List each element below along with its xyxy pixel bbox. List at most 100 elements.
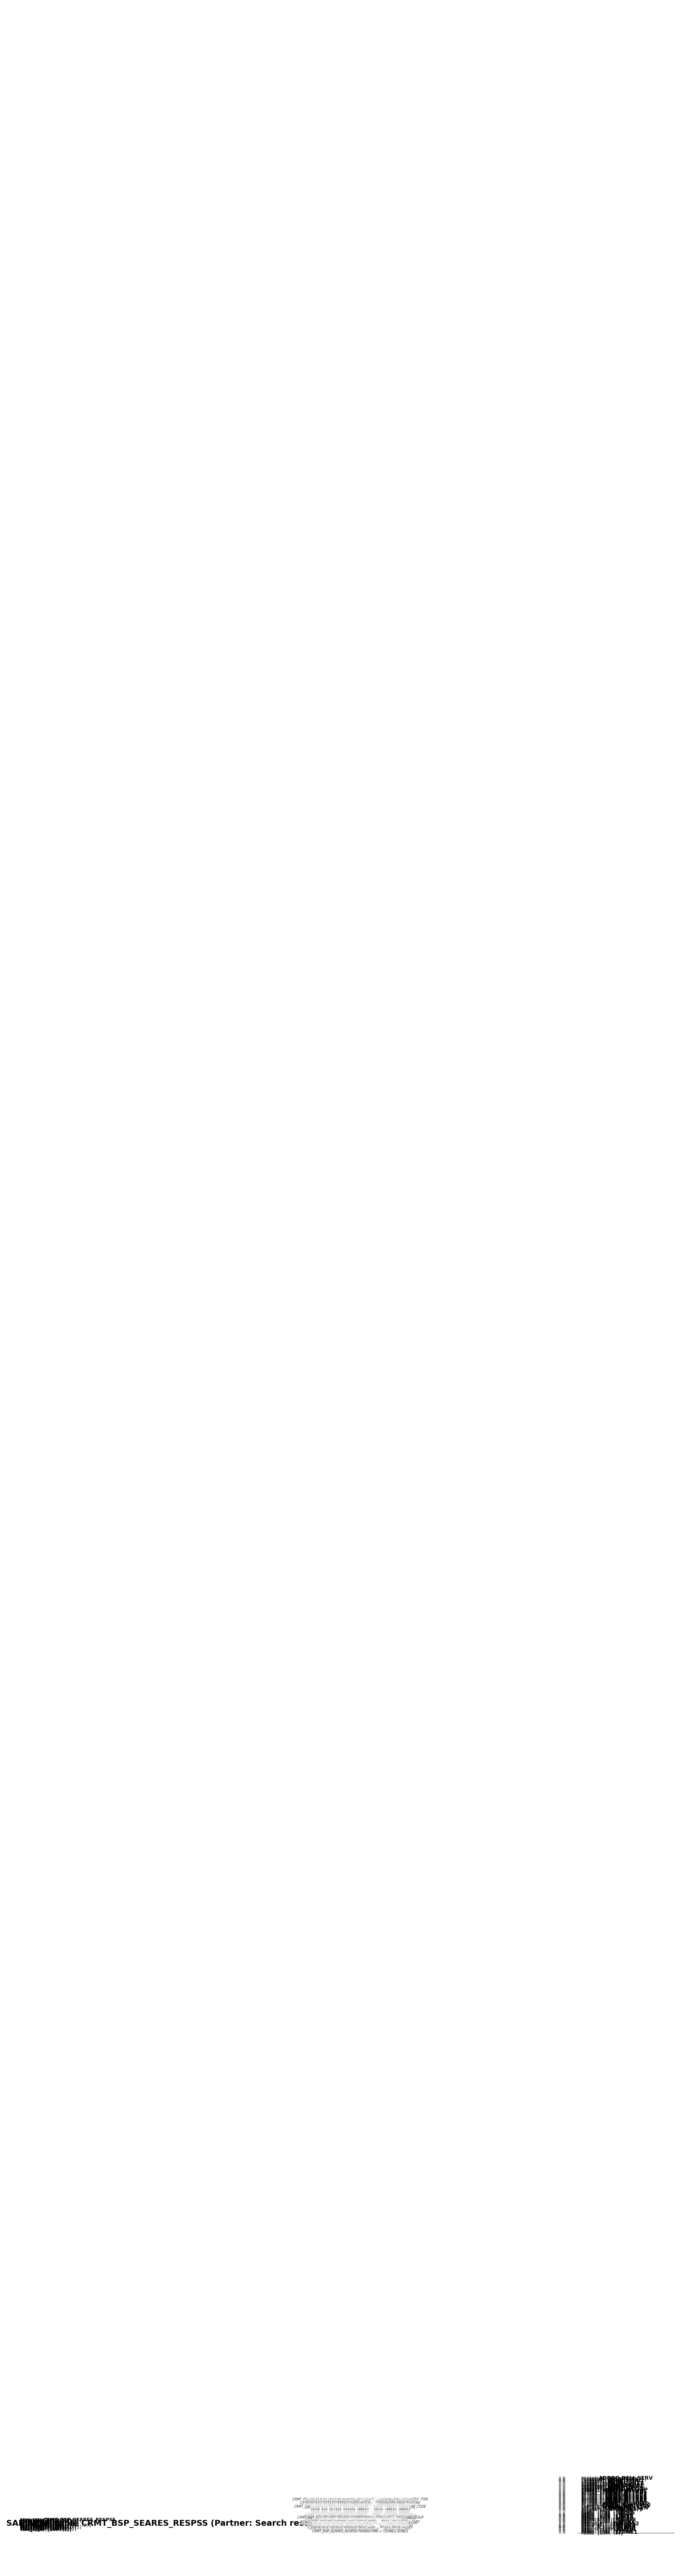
Text: MANDT [CLNT (3)]: MANDT [CLNT (3)] <box>581 2512 623 2514</box>
Text: T023: T023 <box>619 2517 634 2522</box>
Text: 0..N: 0..N <box>558 2514 565 2517</box>
Text: CLIENT [CLNT (3)]: CLIENT [CLNT (3)] <box>581 2506 626 2509</box>
Text: REGION [CHAR (3)]: REGION [CHAR (3)] <box>581 2488 626 2494</box>
Text: CRMT_BSP_SEARES_RESPSS-REGIOGROUP = ADRREGGRP-REGIOGROUP: CRMT_BSP_SEARES_RESPSS-REGIOGROUP = ADRR… <box>302 2501 418 2506</box>
Text: 0..N: 0..N <box>558 2527 565 2530</box>
Text: KTOPL [CHAR (4)]: KTOPL [CHAR (4)] <box>581 2512 623 2517</box>
Text: 0..N: 0..N <box>558 2481 565 2483</box>
Text: 0..N: 0..N <box>558 2522 565 2524</box>
Text: ATTRB10 [CHAR (2)]: ATTRB10 [CHAR (2)] <box>20 2522 64 2527</box>
Text: LAND1 [CHAR (3)]: LAND1 [CHAR (3)] <box>581 2514 623 2519</box>
Text: TRANSFTIME [CHAR (6)]: TRANSFTIME [CHAR (6)] <box>20 2527 72 2532</box>
Text: INDUSTRY [CHAR (10)]: INDUSTRY [CHAR (10)] <box>581 2504 634 2509</box>
Text: T004: T004 <box>619 2512 634 2517</box>
Text: CLIENT [CLNT (3)]: CLIENT [CLNT (3)] <box>581 2494 626 2496</box>
Text: TITL2_ACL [CHAR (4)]: TITL2_ACL [CHAR (4)] <box>581 2524 634 2527</box>
Text: 0..N: 0..N <box>558 2494 565 2496</box>
Text: CRMT_BSP_SEARES_RESPSS-ADDRORIGIN = TSADN-ORIG0N: CRMT_BSP_SEARES_RESPSS-ADDRORIGIN = TSAD… <box>312 2527 408 2532</box>
Text: 0..N: 0..N <box>558 2496 565 2499</box>
Text: TSAD2: TSAD2 <box>617 2522 636 2527</box>
Text: CLIENT [CLNT (3)]: CLIENT [CLNT (3)] <box>581 2476 626 2481</box>
Text: CLIENT [CLNT (3)]: CLIENT [CLNT (3)] <box>581 2483 626 2488</box>
Text: CRMT_BSP_SEARES_RESPSS-INDUSTRY = CRMC_INDUSTRY-INDUSTRY: CRMT_BSP_SEARES_RESPSS-INDUSTRY = CRMC_I… <box>305 2514 416 2517</box>
Text: ATTRB6 [CHAR (2)]: ATTRB6 [CHAR (2)] <box>20 2522 62 2524</box>
Text: 0..N: 0..N <box>558 2486 565 2488</box>
Text: ATTR1B_E [CHAR (2)]: ATTR1B_E [CHAR (2)] <box>581 2501 631 2504</box>
Text: CLASSIFIC [CHAR (2)]: CLASSIFIC [CHAR (2)] <box>20 2522 69 2527</box>
Text: FIELDNAME [CHAR (30)]: FIELDNAME [CHAR (30)] <box>581 2522 636 2527</box>
Text: 0..N: 0..N <box>558 2499 565 2501</box>
Text: REGION [CHAR (3)]: REGION [CHAR (3)] <box>20 2524 62 2530</box>
Text: CRMC_0370: CRMC_0370 <box>609 2506 643 2512</box>
Text: STRTYP_AB [CHAR (4)]: STRTYP_AB [CHAR (4)] <box>581 2486 634 2491</box>
Text: ATTR1B_E [CHAR (2)]: ATTR1B_E [CHAR (2)] <box>581 2496 631 2499</box>
Text: TB005: TB005 <box>617 2517 636 2522</box>
Text: CLIENT [CLNT (3)]: CLIENT [CLNT (3)] <box>581 2486 626 2491</box>
Text: CLIENT [CLNT (3)]: CLIENT [CLNT (3)] <box>581 2494 626 2499</box>
Text: 0..N: 0..N <box>558 2519 565 2522</box>
Text: TZONE [CHAR (6)]: TZONE [CHAR (6)] <box>581 2530 623 2535</box>
Text: CLIENT [CLNT (3)]: CLIENT [CLNT (3)] <box>581 2496 626 2499</box>
Text: TAAD2 [CHAR (68)]: TAAD2 [CHAR (68)] <box>20 2527 62 2530</box>
Text: DELI_SERV_TYPE [CHAR (4)]: DELI_SERV_TYPE [CHAR (4)] <box>581 2476 647 2481</box>
Text: 0..N: 0..N <box>558 2504 565 2506</box>
Text: 0..N: 0..N <box>558 2514 565 2519</box>
Text: CLIENT [CLNT (3)]: CLIENT [CLNT (3)] <box>581 2499 626 2501</box>
Text: PARTNERGRPAC [TBD]: PARTNERGRPAC [TBD] <box>20 2522 64 2527</box>
Text: CRMT_BSP_SEARES_RESPSS-CITY_CODE2 = ADRCITY-CITY_CODE: CRMT_BSP_SEARES_RESPSS-CITY_CODE2 = ADRC… <box>309 2499 412 2504</box>
Text: TSAD5: TSAD5 <box>617 2524 636 2530</box>
Text: MANDT [CLNT (3)]: MANDT [CLNT (3)] <box>581 2517 623 2519</box>
Text: MATKL [CHAR (9)]: MATKL [CHAR (9)] <box>581 2517 623 2522</box>
Text: CRMT_BSP_SEARES_RESPSS-ACCOUNTGROUP = CRMC_0370-ACCOUNTGROUP: CRMT_BSP_SEARES_RESPSS-ACCOUNTGROUP = CR… <box>297 2517 423 2519</box>
Text: 0..N: 0..N <box>558 2478 565 2481</box>
Text: REGION [CHAR (3)]: REGION [CHAR (3)] <box>581 2481 626 2486</box>
Text: MANDT [CLNT (3)]: MANDT [CLNT (3)] <box>581 2522 623 2527</box>
Text: CRMC_CLASSIFIC: CRMC_CLASSIFIC <box>602 2501 651 2506</box>
Text: CRMT_BSP_SEARES_RESPSS-DONT_USE_1 = TSAD012-FIELDNAME: CRMT_BSP_SEARES_RESPSS-DONT_USE_1 = TSAD… <box>307 2524 413 2527</box>
Text: NAMECOUNTRY [CHAR (3)]: NAMECOUNTRY [CHAR (3)] <box>20 2524 75 2527</box>
Text: MANDT [CLNT (3)]: MANDT [CLNT (3)] <box>581 2524 623 2530</box>
Text: CITY_CODE [CHAR (12)]: CITY_CODE [CHAR (12)] <box>581 2481 636 2483</box>
Text: CRMC_ATTRB10: CRMC_ATTRB10 <box>604 2501 649 2506</box>
Text: 0..N: 0..N <box>558 2478 565 2481</box>
Text: 0..N: 0..N <box>558 2506 565 2509</box>
Text: CRMT_BSP_SEARES_RESPSS-INDUSQ_SECTOR = T023-INDUSQ_SECTOR: CRMT_BSP_SEARES_RESPSS-INDUSQ_SECTOR = T… <box>303 2522 418 2524</box>
Text: TSAD012: TSAD012 <box>613 2522 640 2527</box>
Text: CRMC_ATTRB6: CRMC_ATTRB6 <box>605 2496 648 2501</box>
Text: ATTRB8 [CHAR (2)]: ATTRB8 [CHAR (2)] <box>20 2522 62 2524</box>
Text: TZONE [CHAR (6)]: TZONE [CHAR (6)] <box>581 2530 623 2532</box>
Text: CRMC_ATTRB3: CRMC_ATTRB3 <box>605 2491 648 2496</box>
Text: ATTRB2 [CHAR (2)]: ATTRB2 [CHAR (2)] <box>20 2519 62 2524</box>
Text: 0..N: 0..N <box>558 2504 565 2509</box>
Text: COUNTY_CODE [CHAR (8)]: COUNTY_CODE [CHAR (8)] <box>20 2519 75 2524</box>
Text: REGIOGROUP [CHAR (8)]: REGIOGROUP [CHAR (8)] <box>581 2483 636 2488</box>
Text: CRMT_BSP_SEARES_RESPSS-STREETABBR = ADRSTRTYPE-STRTYP_AB: CRMT_BSP_SEARES_RESPSS-STREETABBR = ADRS… <box>305 2504 416 2506</box>
Text: CRMT_BSP_SEARES_RESPSS-PARTNER_ROLE = TB20-BLTYP: CRMT_BSP_SEARES_RESPSS-PARTNER_ROLE = TB… <box>313 2522 408 2527</box>
Text: CRMC_ATTRB1: CRMC_ATTRB1 <box>605 2488 648 2494</box>
Text: CRMT_BSP_SEARES_RESPSS-ATTRB9 = CRMC_ATTRB9-ATTRB9: CRMT_BSP_SEARES_RESPSS-ATTRB9 = CRMC_ATT… <box>310 2512 411 2514</box>
Text: STREETABBR [CHAR (10)]: STREETABBR [CHAR (10)] <box>20 2519 75 2524</box>
Text: ATTRB7 [CHAR (2)]: ATTRB7 [CHAR (2)] <box>20 2522 62 2524</box>
Text: ACCOUNTGROUP [CHAR (4)]: ACCOUNTGROUP [CHAR (4)] <box>20 2522 77 2527</box>
Text: 0..N: 0..N <box>558 2514 565 2517</box>
Text: MANDT [CLNT (3)]: MANDT [CLNT (3)] <box>581 2519 623 2524</box>
Text: TITLE_ACA [CHAR (4)]: TITLE_ACA [CHAR (4)] <box>581 2524 634 2530</box>
Text: 0..N: 0..N <box>558 2512 565 2514</box>
Text: CLIENT [CLNT (3)]: CLIENT [CLNT (3)] <box>581 2488 626 2491</box>
Text: ATTR1B_E [CHAR (2)]: ATTR1B_E [CHAR (2)] <box>581 2496 631 2501</box>
Text: ATTR1B_E [CHAR (2)]: ATTR1B_E [CHAR (2)] <box>581 2491 631 2496</box>
Text: MANDT [CLNT (3)]: MANDT [CLNT (3)] <box>581 2524 623 2527</box>
Text: CRMT_BSP_SEARES_RESPSS-SOURCE = T005-LAND1: CRMT_BSP_SEARES_RESPSS-SOURCE = T005-LAN… <box>318 2519 402 2522</box>
Text: ATTRIBUTE [CHAR (2)]: ATTRIBUTE [CHAR (2)] <box>20 2519 69 2524</box>
Text: COUNTRY [CHAR (3)]: COUNTRY [CHAR (3)] <box>581 2481 629 2486</box>
Text: CRMC_ATTRB7: CRMC_ATTRB7 <box>605 2496 648 2501</box>
Text: CRMT_BSP_SEARES_RESPSS-CITY_CODE = ADRCITY-CITY_CODE: CRMT_BSP_SEARES_RESPSS-CITY_CODE = ADRCI… <box>309 2499 411 2501</box>
Text: COUNTRY [CHAR (3)]: COUNTRY [CHAR (3)] <box>581 2478 629 2481</box>
Text: ACCOUNTGROUP [CHAR (4)]: ACCOUNTGROUP [CHAR (4)] <box>581 2506 642 2512</box>
Text: PROFIL2_KEY [CHAR (10)]: PROFIL2_KEY [CHAR (10)] <box>20 2527 77 2532</box>
Text: ATTR1B_E [CHAR (2)]: ATTR1B_E [CHAR (2)] <box>581 2499 631 2501</box>
Text: 0..N: 0..N <box>558 2527 565 2532</box>
Text: 0..N: 0..N <box>558 2517 565 2519</box>
Text: COUNTRY [CHAR (3)]: COUNTRY [CHAR (3)] <box>581 2486 629 2488</box>
Text: CRMT_BSP_SEARES_RESPSS-REGION = T005S-BLAND: CRMT_BSP_SEARES_RESPSS-REGION = T005S-BL… <box>317 2517 403 2522</box>
